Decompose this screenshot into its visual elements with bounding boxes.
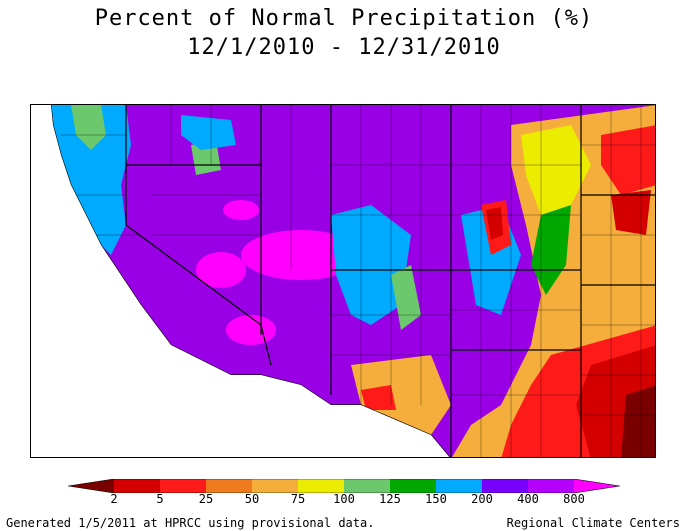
legend-swatch-0 [68,479,114,493]
legend-swatch-3 [206,479,252,493]
legend-label-50: 50 [244,492,260,506]
legend-bar [67,478,621,494]
legend-swatch-4 [252,479,298,493]
legend-label-800: 800 [563,492,585,506]
map-date-range: 12/1/2010 - 12/31/2010 [187,35,501,60]
idaho-green [191,140,221,175]
oregon-blue [181,115,236,150]
ks-red [601,125,655,195]
coast-blue [51,105,131,255]
legend-swatch-10 [528,479,574,493]
legend-label-2: 2 [110,492,118,506]
ca-magenta [196,252,246,288]
legend-swatch-1 [114,479,160,493]
coast-green [71,105,106,150]
legend-label-100: 100 [333,492,355,506]
legend-swatch-7 [390,479,436,493]
legend-label-400: 400 [517,492,539,506]
precipitation-map [30,104,656,458]
county-borders [61,105,655,457]
legend-label-150: 150 [425,492,447,506]
color-legend: 2 5 25 50 75 100 125 150 200 400 800 [67,478,621,506]
legend-swatch-8 [436,479,482,493]
az-red [361,385,396,410]
legend-label-125: 125 [379,492,401,506]
ne-nevada-magenta [223,200,259,220]
legend-label-200: 200 [471,492,493,506]
legend-label-25: 25 [198,492,214,506]
az-orange [351,355,451,435]
ok-darkred [611,190,651,235]
legend-label-75: 75 [290,492,306,506]
legend-swatch-6 [344,479,390,493]
generated-note: Generated 1/5/2011 at HPRCC using provis… [6,516,375,530]
plains-yellow [521,125,591,215]
texas-deepred [621,385,655,457]
socal-magenta [226,315,276,345]
legend-label-5: 5 [156,492,164,506]
map-canvas [31,105,655,457]
legend-swatch-5 [298,479,344,493]
source-credit: Regional Climate Centers [506,516,680,530]
ocean [31,105,450,457]
legend-swatch-11 [574,479,620,493]
map-title: Percent of Normal Precipitation (%) [94,6,594,31]
az-green [391,265,421,330]
legend-swatch-9 [482,479,528,493]
legend-swatch-2 [160,479,206,493]
